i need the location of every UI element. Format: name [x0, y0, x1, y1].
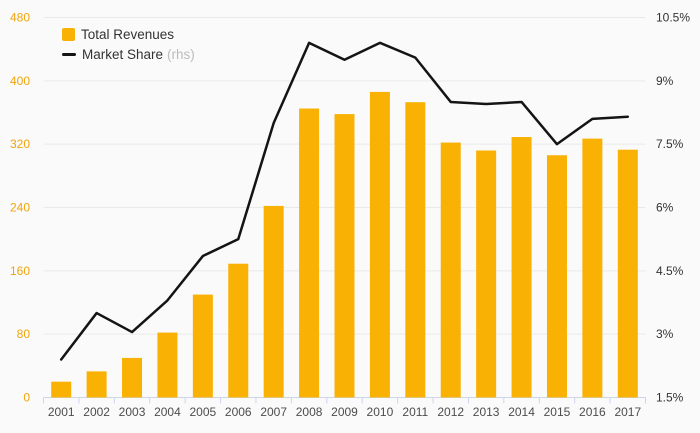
left-axis-label: 80: [17, 327, 31, 341]
market-share-line: [59, 41, 630, 361]
x-axis-label: 2012: [437, 405, 464, 419]
right-axis-label: 6%: [656, 201, 674, 215]
revenue-bar: [86, 371, 107, 398]
x-axis-label: 2002: [83, 405, 110, 419]
x-axis-label: 2008: [296, 405, 323, 419]
bar-series-swatch-icon: [62, 28, 75, 41]
left-axis-label: 320: [10, 137, 30, 151]
legend-item-total-revenues[interactable]: Total Revenues: [62, 27, 195, 42]
right-axis-label: 4.5%: [656, 264, 684, 278]
revenue-bar: [192, 294, 213, 398]
revenue-bar: [51, 381, 72, 398]
left-axis-label: 0: [23, 391, 30, 405]
legend-item-market-share[interactable]: Market Share (rhs): [62, 47, 195, 62]
left-axis-label: 240: [10, 201, 30, 215]
revenue-bar: [122, 357, 143, 398]
x-axis-label: 2010: [367, 405, 394, 419]
x-axis-label: 2015: [544, 405, 571, 419]
line-series-swatch-icon: [62, 53, 76, 56]
x-axis-label: 2007: [260, 405, 287, 419]
right-axis-label: 9%: [656, 74, 674, 88]
left-axis-label: 160: [10, 264, 30, 278]
revenue-bar: [546, 155, 567, 398]
legend: Total Revenues Market Share (rhs): [62, 27, 195, 62]
legend-label-total-revenues: Total Revenues: [81, 27, 175, 42]
revenue-bar: [334, 114, 355, 398]
right-axis-label: 10.5%: [656, 11, 690, 25]
legend-label-market-share: Market Share: [82, 47, 164, 62]
right-axis-label: 7.5%: [656, 137, 684, 151]
revenue-bar: [299, 108, 320, 398]
revenue-bar: [582, 138, 603, 398]
x-axis-label: 2001: [48, 405, 75, 419]
revenue-bar: [157, 332, 178, 398]
legend-label-rhs: (rhs): [167, 47, 195, 62]
right-axis-label: 1.5%: [656, 391, 684, 405]
x-axis-label: 2013: [473, 405, 500, 419]
x-axis-label: 2006: [225, 405, 252, 419]
left-axis-label: 480: [10, 11, 30, 25]
x-axis-label: 2004: [154, 405, 181, 419]
x-axis-label: 2016: [579, 405, 606, 419]
x-axis-label: 2003: [119, 405, 146, 419]
revenue-bar: [369, 91, 390, 398]
x-axis-label: 2011: [402, 405, 428, 419]
right-axis-label: 3%: [656, 327, 674, 341]
revenue-bar: [511, 137, 532, 398]
revenue-bar: [228, 263, 249, 398]
left-axis-label: 400: [10, 74, 30, 88]
revenue-bar: [263, 205, 284, 398]
revenue-bar: [476, 150, 497, 398]
x-axis-label: 2005: [190, 405, 217, 419]
revenue-bar: [405, 102, 426, 398]
x-axis-label: 2009: [331, 405, 358, 419]
revenue-bar: [440, 142, 461, 398]
x-axis-label: 2017: [614, 405, 641, 419]
x-axis-label: 2014: [508, 405, 535, 419]
revenue-bar: [617, 149, 638, 398]
